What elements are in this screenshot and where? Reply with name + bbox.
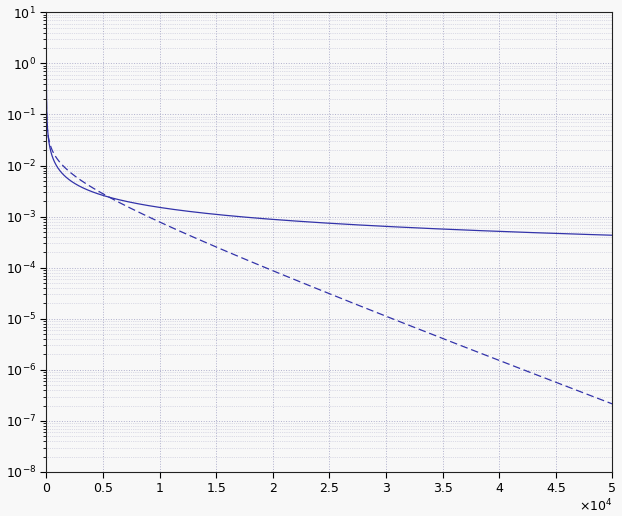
Text: $\times 10^4$: $\times 10^4$	[579, 497, 613, 514]
